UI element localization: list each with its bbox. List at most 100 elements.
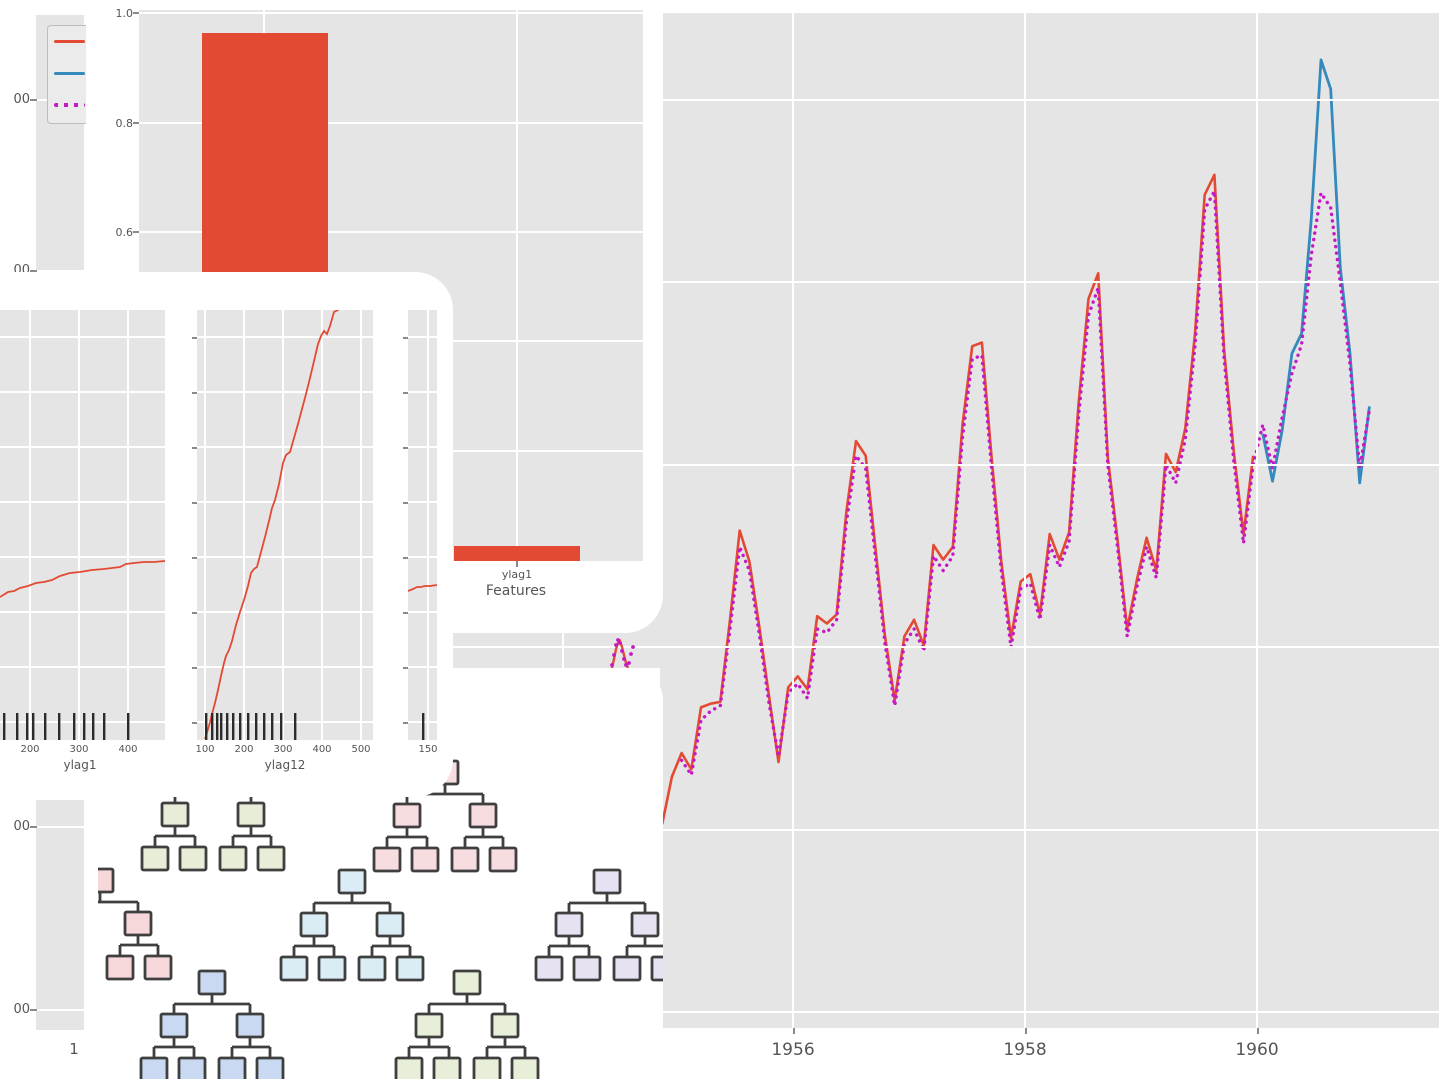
y-tick-mark (30, 99, 37, 101)
x-tick-fragment-1950: 1 (69, 1040, 79, 1058)
pd-y-tick-mark (403, 392, 408, 394)
gridline (321, 310, 323, 740)
gridline (127, 310, 129, 740)
gridline (408, 611, 437, 613)
pd-y-tick-mark (192, 612, 197, 614)
pd-y-tick-mark (403, 557, 408, 559)
gridline (204, 310, 206, 740)
pd-plot-clipped (408, 310, 437, 740)
pd-y-tick-mark (403, 667, 408, 669)
gridline (408, 501, 437, 503)
gridline (0, 556, 165, 558)
legend-line-prediction-dotted (54, 103, 85, 107)
bar-y-tick-0.6: 0.6 (115, 226, 134, 239)
gridline (197, 556, 373, 558)
pd-y-tick-mark (403, 502, 408, 504)
x-tick-mark (1025, 1028, 1027, 1034)
y-tick-fragment-4: 00 (13, 1002, 30, 1017)
gridline (660, 99, 1439, 101)
pd-x-tick: 200 (20, 744, 40, 755)
forecast-plot-window: 1956 1958 1960 (655, 0, 1439, 1079)
importance-bar-2 (454, 546, 580, 561)
pd-curve-svg (0, 560, 165, 740)
pd-x-tick: 300 (273, 744, 293, 755)
pd-y-tick-mark (403, 447, 408, 449)
gridline (0, 666, 165, 668)
bar-x-tick-ylag1: ylag1 (501, 568, 533, 581)
x-tick-mark (1257, 1028, 1259, 1034)
gridline (0, 446, 165, 448)
gridline (408, 556, 437, 558)
background-plot-peak-fragment (610, 638, 635, 668)
gridline (243, 310, 245, 740)
pd-y-tick-mark (403, 612, 408, 614)
gridline (360, 310, 362, 740)
x-tick-1958: 1958 (1003, 1040, 1047, 1060)
tree-cyan (279, 868, 425, 982)
x-tick-mark (793, 1028, 795, 1034)
bar-xlabel-features: Features (485, 583, 547, 599)
gridline (660, 281, 1439, 283)
pd-x-tick: 400 (312, 744, 332, 755)
forecast-plot-area (660, 13, 1439, 1028)
gridline (660, 464, 1439, 466)
gridline (1024, 13, 1026, 1028)
gridline (0, 501, 165, 503)
gridline (0, 611, 165, 613)
gridline (792, 13, 794, 1028)
gridline (408, 336, 437, 338)
pd-y-tick-mark (192, 722, 197, 724)
pd-x-tick: 400 (118, 744, 138, 755)
pd-x-tick: 300 (69, 744, 89, 755)
gridline (139, 12, 643, 14)
pd-plot-ylag12 (197, 310, 373, 740)
pd-y-tick-mark (192, 557, 197, 559)
gridline (29, 310, 31, 740)
gridline (0, 336, 165, 338)
gridline (408, 446, 437, 448)
gridline (197, 446, 373, 448)
bar-x-tick-mark (516, 561, 518, 567)
pd-y-tick-mark (192, 447, 197, 449)
gridline (408, 666, 437, 668)
gridline (197, 501, 373, 503)
pd-y-tick-mark (192, 502, 197, 504)
pd-x-tick: 100 (195, 744, 215, 755)
pd-curve-svg (204, 310, 340, 740)
tree-lavender (534, 868, 663, 982)
gridline (1256, 13, 1258, 1028)
gridline (282, 310, 284, 740)
bar-y-tick-0.8: 0.8 (115, 117, 134, 130)
pd-y-tick-mark (403, 337, 408, 339)
legend-clipped (47, 25, 86, 125)
gridline (139, 231, 643, 233)
partial-dependence-window: 200 300 400 100 200 300 400 500 150 ylag1 ylag12 (0, 272, 453, 797)
gridline (660, 646, 1439, 648)
pd-xlabel-ylag1: ylag1 (63, 758, 97, 772)
gridline (660, 829, 1439, 831)
tree-blue (139, 969, 285, 1079)
y-tick-mark (30, 1009, 37, 1011)
gridline (78, 310, 80, 740)
tree-green (394, 969, 540, 1079)
gridline (427, 310, 429, 740)
pd-x-tick: 500 (351, 744, 371, 755)
pd-y-tick-mark (192, 667, 197, 669)
gridline (197, 391, 373, 393)
gridline (197, 611, 373, 613)
pd-xlabel-ylag12: ylag12 (264, 758, 306, 772)
pd-y-tick-mark (403, 722, 408, 724)
legend-line-test (54, 72, 85, 75)
gridline (197, 666, 373, 668)
bar-y-tick-1.0: 1.0 (115, 7, 134, 20)
y-tick-fragment-3: 00 (13, 819, 30, 834)
legend-line-train (54, 40, 85, 43)
pd-y-tick-mark (192, 337, 197, 339)
gridline (197, 336, 373, 338)
pd-plot-ylag1 (0, 310, 165, 740)
x-tick-1960: 1960 (1235, 1040, 1279, 1060)
pd-x-tick: 150 (418, 744, 438, 755)
y-tick-mark (30, 826, 37, 828)
pd-y-tick-mark (192, 392, 197, 394)
gridline (660, 1011, 1439, 1013)
